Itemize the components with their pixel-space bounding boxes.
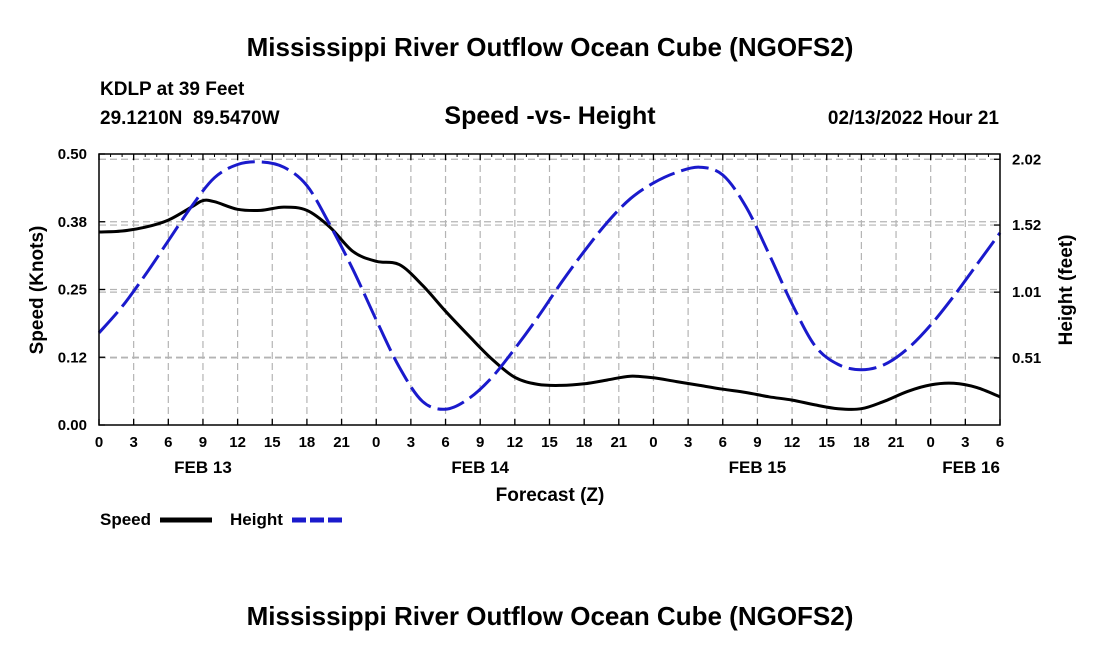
x-tick-label: 21 [333,434,350,451]
y-tick-label: 0.38 [58,214,87,231]
legend: Speed Height [100,510,344,529]
y2-tick-label: 2.02 [1012,151,1041,168]
x-tick-label: 3 [961,434,969,451]
y2-tick-label: 0.51 [1012,350,1041,367]
date-label: FEB 13 [174,458,232,477]
date-label: FEB 14 [451,458,509,477]
x-tick-label: 12 [507,434,524,451]
footer-title: Mississippi River Outflow Ocean Cube (NG… [247,601,854,631]
x-tick-label: 6 [719,434,727,451]
x-tick-label: 3 [129,434,137,451]
x-tick-label: 9 [476,434,484,451]
x-tick-label: 6 [441,434,449,451]
plot-title: Speed -vs- Height [444,102,656,130]
main-title: Mississippi River Outflow Ocean Cube (NG… [247,32,854,62]
x-tick-label: 12 [784,434,801,451]
x-tick-label: 18 [576,434,593,451]
x-tick-label: 15 [264,434,281,451]
grid [99,154,1000,425]
y-tick-label: 0.12 [58,349,87,366]
x-tick-label: 9 [199,434,207,451]
date-label: FEB 16 [942,458,1000,477]
y-tick-label: 0.50 [58,146,87,163]
x-tick-label: 21 [610,434,627,451]
coordinates-label: 29.1210N 89.5470W [100,108,280,129]
x-tick-label: 0 [95,434,103,451]
y-tick-label: 0.00 [58,417,87,434]
x-tick-label: 12 [229,434,246,451]
x-tick-label: 15 [818,434,835,451]
axes: 0 3 6 9 12 15 18 21 0 3 6 9 12 15 18 21 0 3 6 9 12 15 18 21 0 3 6F… [58,146,1041,477]
y2-axis-label: Height (feet) [1056,235,1077,346]
x-axis-label: Forecast (Z) [496,485,605,506]
x-tick-label: 9 [753,434,761,451]
x-tick-label: 18 [299,434,316,451]
x-tick-label: 15 [541,434,558,451]
date-label: FEB 15 [729,458,787,477]
x-tick-label: 6 [996,434,1004,451]
y-tick-label: 0.25 [58,282,87,299]
x-tick-label: 18 [853,434,870,451]
legend-height-label: Height [230,510,283,529]
x-tick-label: 0 [649,434,657,451]
station-label: KDLP at 39 Feet [100,79,245,100]
x-tick-label: 0 [927,434,935,451]
series-group [97,160,1002,411]
speed-series-line [98,198,1001,411]
x-tick-label: 21 [888,434,905,451]
x-tick-label: 6 [164,434,172,451]
y2-tick-label: 1.52 [1012,217,1041,234]
y-axis-label: Speed (Knots) [27,226,48,355]
y2-tick-label: 1.01 [1012,284,1041,301]
legend-speed-label: Speed [100,510,151,529]
forecast-datetime: 02/13/2022 Hour 21 [828,108,1000,129]
height-series-line [97,160,1002,411]
x-tick-label: 0 [372,434,380,451]
x-tick-label: 3 [407,434,415,451]
x-tick-label: 3 [684,434,692,451]
